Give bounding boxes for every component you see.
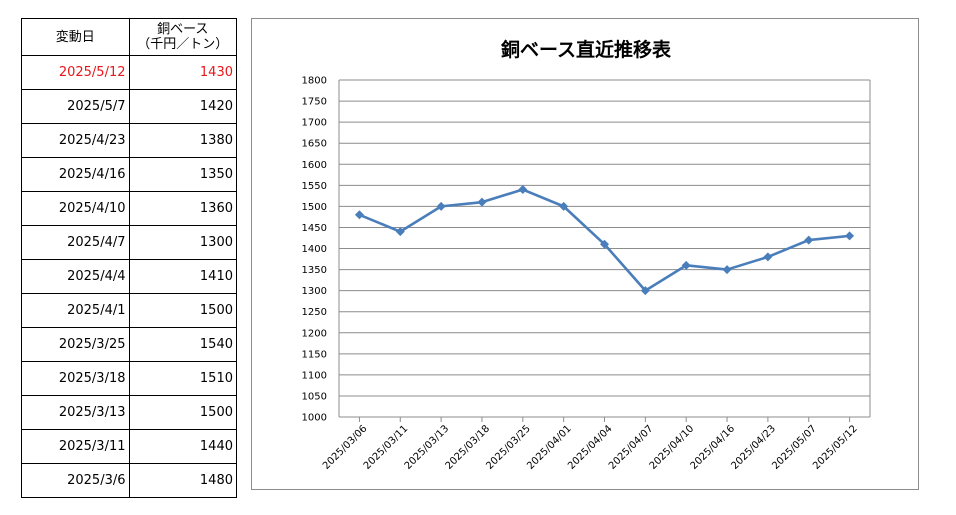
row-date: 2025/3/25 xyxy=(21,327,130,362)
price-table: 変動日 銅ベース （千円／トン） 2025/5/12 1430 2025/5/7 14… xyxy=(21,18,237,498)
row-date: 2025/5/12 xyxy=(21,55,130,90)
row-date: 2025/4/7 xyxy=(21,225,130,260)
table-row: 2025/4/10 1360 xyxy=(21,191,237,226)
y-tick-label: 1300 xyxy=(302,286,327,297)
y-tick-label: 1400 xyxy=(302,244,327,255)
y-tick-label: 1500 xyxy=(302,202,327,213)
table-row: 2025/3/13 1500 xyxy=(21,395,237,430)
table-row: 2025/3/6 1480 xyxy=(21,463,237,498)
y-tick-label: 1100 xyxy=(302,370,327,381)
table-row: 2025/3/25 1540 xyxy=(21,327,237,362)
y-tick-label: 1000 xyxy=(302,413,327,424)
table-row: 2025/3/18 1510 xyxy=(21,361,237,396)
y-tick-label: 1600 xyxy=(302,160,327,171)
row-value: 1410 xyxy=(128,259,237,294)
table-row: 2025/4/1 1500 xyxy=(21,293,237,328)
y-tick-label: 1050 xyxy=(302,391,327,402)
header-value-line1: 銅ベース xyxy=(157,22,209,37)
row-value: 1380 xyxy=(128,123,237,158)
data-point-marker xyxy=(681,260,691,270)
data-point-marker xyxy=(354,210,364,220)
row-date: 2025/5/7 xyxy=(21,89,130,124)
x-tick-label: 2025/05/12 xyxy=(811,423,860,472)
row-date: 2025/4/23 xyxy=(21,123,130,158)
table-row: 2025/4/16 1350 xyxy=(21,157,237,192)
row-date: 2025/3/13 xyxy=(21,395,130,430)
y-tick-label: 1200 xyxy=(302,328,327,339)
y-tick-label: 1450 xyxy=(302,223,327,234)
row-date: 2025/3/6 xyxy=(21,463,130,498)
data-point-marker xyxy=(763,252,773,262)
row-date: 2025/4/10 xyxy=(21,191,130,226)
row-date: 2025/3/18 xyxy=(21,361,130,396)
y-tick-label: 1250 xyxy=(302,307,327,318)
data-point-marker xyxy=(436,201,446,211)
row-value: 1300 xyxy=(128,225,237,260)
data-point-marker xyxy=(518,185,528,195)
table-row: 2025/4/4 1410 xyxy=(21,259,237,294)
chart-area: 銅ベース直近推移表 1800 1750 1700 1650 1600 1550 1500 14… xyxy=(251,18,919,490)
data-point-marker xyxy=(477,197,487,207)
data-point-marker xyxy=(559,201,569,211)
data-point-marker xyxy=(640,286,650,296)
data-point-marker xyxy=(804,235,814,245)
row-value: 1510 xyxy=(128,361,237,396)
header-date: 変動日 xyxy=(21,18,130,56)
table-header-row: 変動日 銅ベース （千円／トン） xyxy=(21,18,237,56)
table-row: 2025/3/11 1440 xyxy=(21,429,237,464)
row-value: 1350 xyxy=(128,157,237,192)
row-value: 1500 xyxy=(128,293,237,328)
row-value: 1360 xyxy=(128,191,237,226)
row-date: 2025/4/16 xyxy=(21,157,130,192)
table-row: 2025/4/23 1380 xyxy=(21,123,237,158)
row-value: 1440 xyxy=(128,429,237,464)
row-value: 1420 xyxy=(128,89,237,124)
y-tick-label: 1650 xyxy=(302,139,327,150)
row-date: 2025/4/4 xyxy=(21,259,130,294)
table-row: 2025/4/7 1300 xyxy=(21,225,237,260)
row-value: 1480 xyxy=(128,463,237,498)
table-row: 2025/5/7 1420 xyxy=(21,89,237,124)
y-tick-label: 1800 xyxy=(302,76,327,87)
header-value-line2: （千円／トン） xyxy=(137,37,229,52)
table-row: 2025/5/12 1430 xyxy=(21,55,237,90)
chart-title: 銅ベース直近推移表 xyxy=(501,38,672,61)
row-value: 1500 xyxy=(128,395,237,430)
y-tick-label: 1350 xyxy=(302,265,327,276)
y-tick-label: 1700 xyxy=(302,118,327,129)
y-tick-label: 1150 xyxy=(302,349,327,360)
y-tick-label: 1550 xyxy=(302,181,327,192)
data-point-marker xyxy=(600,239,609,249)
data-point-marker xyxy=(395,227,405,237)
row-date: 2025/3/11 xyxy=(21,429,130,464)
row-value: 1430 xyxy=(128,55,237,90)
data-point-marker xyxy=(722,265,732,275)
header-value: 銅ベース （千円／トン） xyxy=(128,18,237,56)
row-date: 2025/4/1 xyxy=(21,293,130,328)
row-value: 1540 xyxy=(128,327,237,362)
y-tick-label: 1750 xyxy=(302,97,327,108)
data-point-marker xyxy=(845,231,855,241)
line-chart: 銅ベース直近推移表 1800 1750 1700 1650 1600 1550 1500 14… xyxy=(302,38,871,472)
